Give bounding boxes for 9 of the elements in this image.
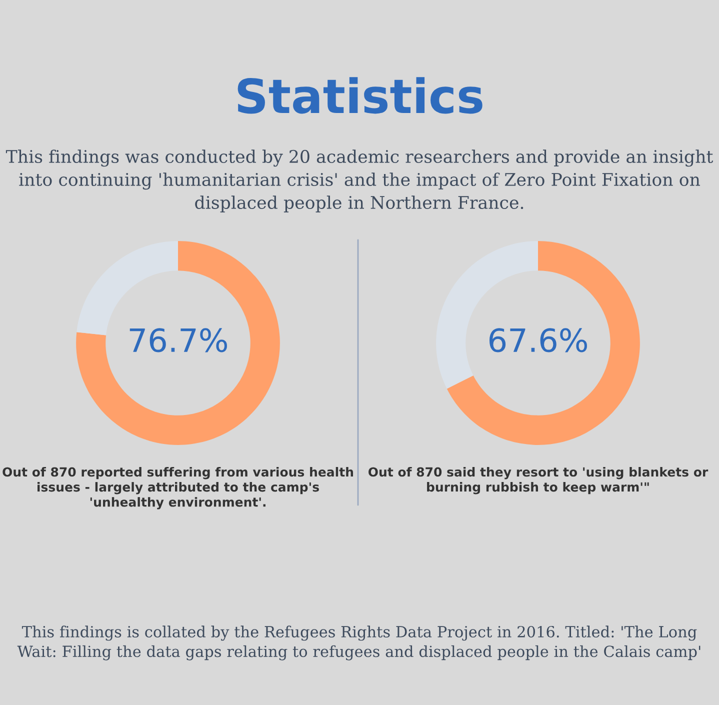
data-label: 76.7%: [130, 328, 227, 352]
text: Out of 870 said they resort to 'using blankets or burning rubbish to keep warm'": [368, 467, 708, 494]
text: This findings is collated by the Refugees Rights Data Project in 2016. Titled: 'The Long Wait: Filling the data gaps relating to refugees and displaced people in the Calais camp': [17, 626, 700, 660]
donut-slice: [76, 241, 280, 445]
data-label: 67.6%: [489, 328, 587, 352]
text: Out of 870 reported suffering from various health issues - largely attributed to the camp's 'unhealthy environment'.: [2, 467, 354, 510]
chart-title: Statistics: [238, 77, 482, 114]
donut-slice: [446, 241, 640, 445]
text: This findings was conducted by 20 academic researchers and provide an insight into continuing 'humanitarian crisis' and the impact of Zero Point Fixation on displaced people in Northern France.: [6, 150, 714, 212]
